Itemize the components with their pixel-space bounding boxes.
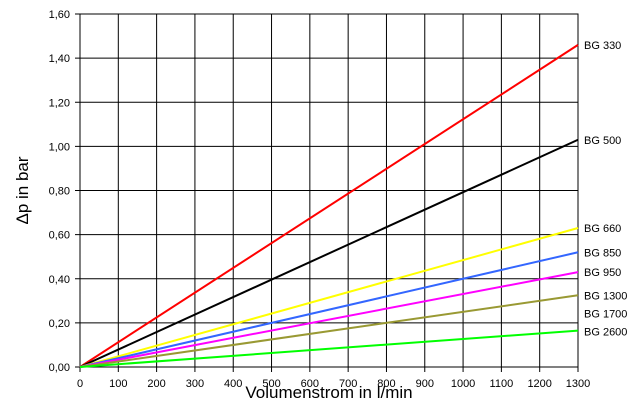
series-label-bg-1300: BG 1300 bbox=[584, 290, 627, 302]
x-tick-label: 700 bbox=[339, 378, 357, 390]
series-line-bg-950 bbox=[79, 271, 579, 368]
grid bbox=[75, 13, 579, 372]
x-tick-label: 0 bbox=[77, 378, 83, 390]
series-label-bg-500: BG 500 bbox=[584, 135, 621, 147]
series-line-bg-1300 bbox=[79, 294, 579, 368]
y-tick-label: 0,40 bbox=[49, 274, 70, 286]
series-label-bg-330: BG 330 bbox=[584, 40, 621, 52]
series-line-bg-850 bbox=[79, 251, 579, 368]
series-line-bg-2600 bbox=[79, 329, 579, 368]
y-tick-label: 0,60 bbox=[49, 230, 70, 242]
y-tick-label: 0,80 bbox=[49, 186, 70, 198]
y-tick-labels: 0,00 0,20 0,40 0,60 0,80 1,00 1,20 1,40 1,60 bbox=[49, 9, 70, 374]
y-tick-label: 1,60 bbox=[49, 9, 70, 21]
y-tick-label: 1,40 bbox=[49, 53, 70, 65]
x-tick-label: 900 bbox=[416, 378, 434, 390]
y-tick-label: 1,20 bbox=[49, 97, 70, 109]
series-label-bg-850: BG 850 bbox=[584, 247, 621, 259]
x-tick-label: 300 bbox=[186, 378, 204, 390]
plot-border bbox=[79, 13, 579, 368]
series-label-bg-660: BG 660 bbox=[584, 223, 621, 235]
x-tick-label: 100 bbox=[109, 378, 127, 390]
x-axis-title: Volumenstrom in l/min bbox=[245, 383, 412, 402]
x-tick-label: 200 bbox=[147, 378, 165, 390]
y-tick-label: 0,20 bbox=[49, 318, 70, 330]
x-tick-label: 1000 bbox=[451, 378, 475, 390]
x-tick-label: 1200 bbox=[527, 378, 551, 390]
series-line-bg-660 bbox=[79, 227, 579, 368]
y-tick-label: 0,00 bbox=[49, 362, 70, 374]
y-tick-label: 1,00 bbox=[49, 141, 70, 153]
series-lines bbox=[79, 44, 579, 368]
series-labels: BG 330 BG 500 BG 660 BG 850 BG 950 BG 1300 BG … bbox=[584, 40, 627, 338]
x-tick-label: 600 bbox=[301, 378, 319, 390]
y-axis-title: Δp in bar bbox=[13, 156, 32, 224]
series-label-bg-2600: BG 2600 bbox=[584, 326, 627, 338]
series-line-bg-500 bbox=[79, 138, 579, 368]
x-tick-label: 1300 bbox=[566, 378, 590, 390]
x-tick-label: 800 bbox=[377, 378, 395, 390]
series-label-bg-1700: BG 1700 bbox=[584, 308, 627, 320]
x-tick-label: 400 bbox=[224, 378, 242, 390]
x-tick-label: 1100 bbox=[490, 378, 514, 390]
x-tick-labels: 0 100 200 300 400 500 600 700 800 900 1000 1100 1200… bbox=[77, 378, 590, 390]
x-tick-label: 500 bbox=[262, 378, 280, 390]
series-label-bg-950: BG 950 bbox=[584, 267, 621, 279]
series-line-bg-330 bbox=[79, 44, 579, 368]
